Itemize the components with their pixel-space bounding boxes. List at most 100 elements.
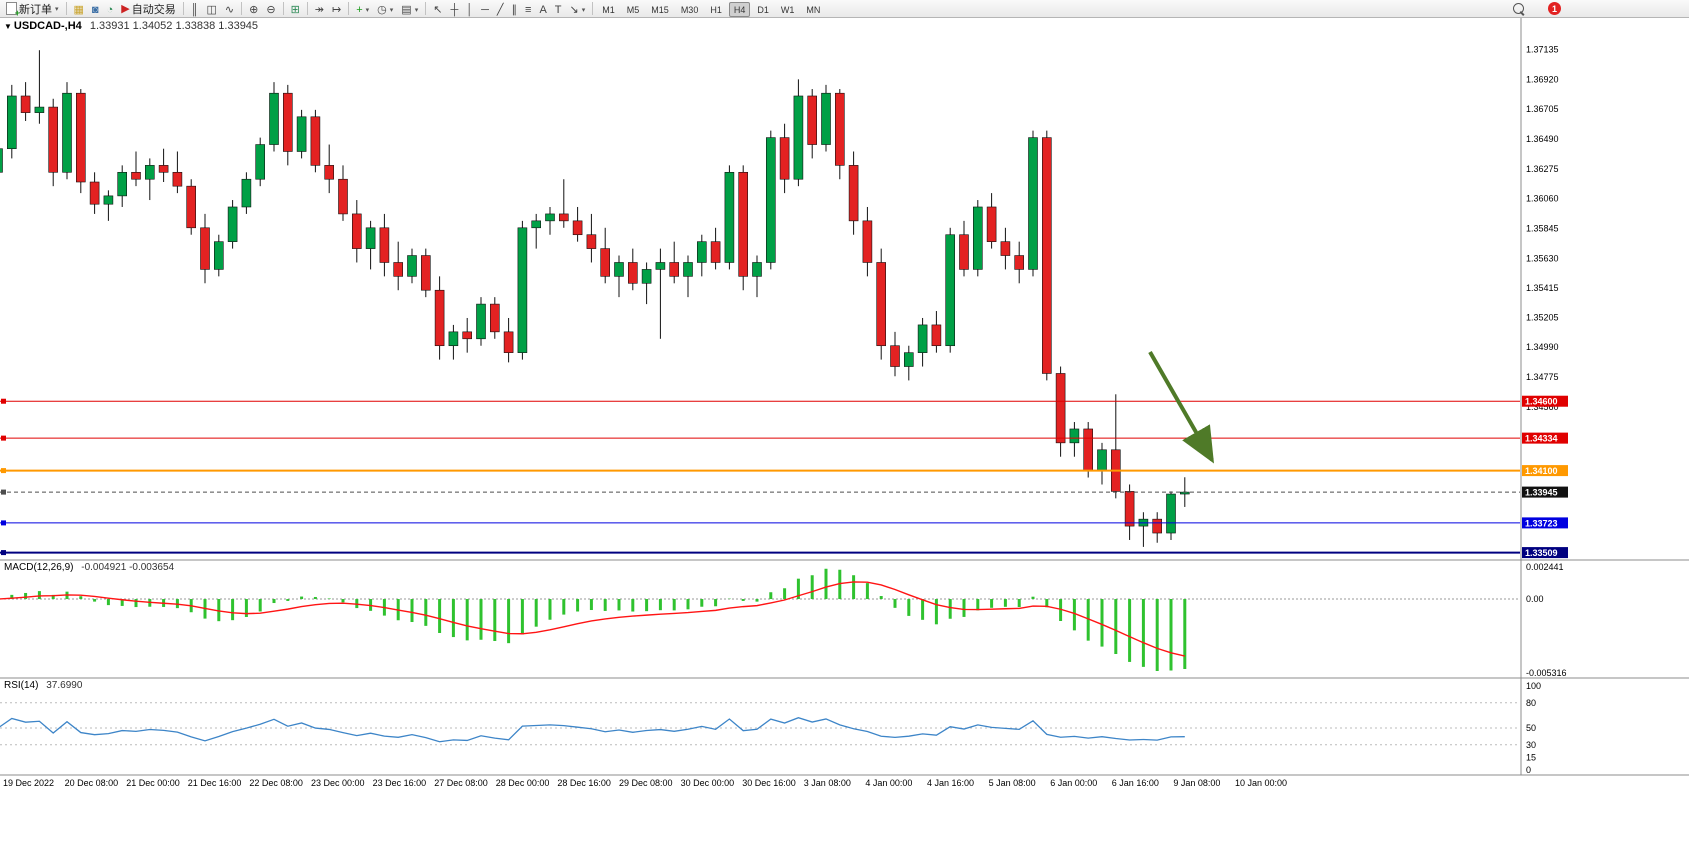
toolbar-separator	[592, 2, 594, 15]
timeframe-button-mn[interactable]: MN	[801, 2, 825, 17]
toolbar-separator	[425, 2, 427, 15]
toolbar-separator	[65, 2, 67, 15]
zoom-in-button[interactable]: ⊕	[245, 2, 262, 18]
tile-windows-button[interactable]: ⊞	[287, 2, 304, 18]
dropdown-caret-icon: ▾	[365, 6, 370, 14]
candlestick-chart-button[interactable]: ◫	[203, 2, 221, 18]
macd-panel[interactable]	[0, 560, 1520, 677]
fibonacci-button[interactable]: ≡	[521, 2, 535, 18]
auto-scroll-button[interactable]: ↠	[311, 2, 328, 18]
timeframe-button-d1[interactable]: D1	[752, 2, 774, 17]
dropdown-caret-icon: ▾	[55, 5, 59, 13]
macd-name: MACD(12,26,9)	[4, 562, 74, 573]
line-chart-icon: ∿	[224, 3, 235, 16]
bar-chart-button[interactable]: ║	[187, 2, 203, 18]
periods-button[interactable]: ◷ ▾	[373, 2, 397, 18]
toolbar-separator	[348, 2, 350, 15]
ohlc-values: 1.33931 1.34052 1.33838 1.33945	[89, 20, 259, 32]
market-watch-button[interactable]: ▦	[70, 2, 88, 18]
rsi-panel[interactable]	[0, 678, 1520, 774]
autotrading-button[interactable]: ▶ 自动交易	[117, 1, 179, 17]
navigator-icon: ◙	[91, 3, 99, 16]
macd-header: MACD(12,26,9) -0.004921 -0.003654	[4, 562, 174, 573]
line-chart-button[interactable]: ∿	[221, 2, 238, 18]
arrows-button[interactable]: ↘ ▾	[566, 2, 590, 18]
toolbar-separator	[241, 2, 243, 15]
templates-button[interactable]: ▤ ▾	[397, 2, 422, 18]
auto-scroll-icon: ↠	[314, 3, 324, 16]
toolbar-right-group: 1	[1513, 2, 1561, 15]
dropdown-caret-icon: ▾	[581, 6, 586, 14]
timeframe-button-h4[interactable]: H4	[728, 1, 751, 17]
horizontal-line-icon: ─	[481, 3, 489, 16]
trendline-icon: ╱	[496, 3, 504, 16]
text-icon: A	[539, 3, 547, 16]
vertical-line-button[interactable]: │	[462, 2, 477, 18]
fibonacci-icon: ≡	[525, 3, 532, 16]
timeframe-button-m15[interactable]: M15	[646, 2, 674, 17]
macd-values: -0.004921 -0.003654	[81, 562, 175, 573]
toolbar-separator	[182, 2, 184, 15]
dropdown-caret-icon: ▾	[389, 6, 394, 14]
cursor-icon: ↖	[433, 3, 443, 16]
rsi-name: RSI(14)	[4, 680, 39, 691]
timeframe-group: M1 M5 M15 M30 H1 H4 D1 W1 MN	[596, 0, 826, 18]
zoom-toolbar-group: ⊕ ⊖	[245, 0, 279, 18]
dropdown-caret-icon: ▾	[414, 6, 419, 14]
notification-badge[interactable]: 1	[1548, 2, 1561, 15]
timeframe-button-h1[interactable]: H1	[705, 2, 727, 17]
new-order-button[interactable]: 新订单 ▾	[2, 1, 63, 18]
rsi-header: RSI(14) 37.6990	[4, 680, 82, 691]
terminal-icon: ◔	[106, 3, 114, 16]
layout-toolbar-group: ⊞	[287, 0, 304, 18]
chart-type-toolbar-group: ║ ◫ ∿	[187, 0, 238, 18]
timeframe-button-m1[interactable]: M1	[597, 2, 620, 17]
time-axis[interactable]	[0, 775, 1689, 797]
market-watch-icon: ▦	[73, 3, 84, 16]
new-order-label: 新订单	[19, 3, 52, 16]
timeframe-button-m5[interactable]: M5	[622, 2, 645, 17]
autotrading-icon: ▶	[121, 2, 130, 15]
zoom-out-icon: ⊖	[266, 3, 276, 16]
autotrading-label: 自动交易	[131, 3, 176, 16]
indicators-button[interactable]: + ▾	[352, 2, 373, 18]
terminal-button[interactable]: ◔	[103, 2, 118, 18]
candlestick-chart-icon: ◫	[206, 3, 217, 16]
timeframe-button-w1[interactable]: W1	[776, 2, 800, 17]
text-label-icon: T	[554, 3, 562, 16]
arrows-icon: ↘	[569, 3, 579, 16]
toolbar-separator	[282, 2, 284, 15]
text-label-button[interactable]: T	[551, 2, 566, 18]
vertical-line-icon: │	[466, 3, 474, 16]
indicators-icon: +	[356, 3, 363, 16]
horizontal-line-button[interactable]: ─	[477, 2, 493, 18]
price-axis[interactable]	[1521, 18, 1689, 775]
line-studies-toolbar-group: ↖ ┼ │ ─ ╱ ∥ ≡ A T ↘ ▾	[429, 0, 589, 18]
chart-plot-area[interactable]	[0, 18, 1520, 558]
symbol-dropdown-icon[interactable]: ▼	[4, 22, 12, 31]
crosshair-button[interactable]: ┼	[446, 2, 462, 18]
periods-icon: ◷	[377, 3, 387, 16]
chart-title: ▼ USDCAD-,H4 1.33931 1.34052 1.33838 1.33…	[4, 20, 258, 32]
timeframe-button-m30[interactable]: M30	[676, 2, 704, 17]
new-order-icon	[6, 2, 20, 18]
cursor-button[interactable]: ↖	[429, 2, 446, 18]
chart-shift-button[interactable]: ↦	[328, 2, 345, 18]
main-toolbar: 新订单 ▾ ▦◙◔ ▶ 自动交易 ║◫∿ ⊕⊖ ⊞ ↠↦ +▾◷▾▤▾ ↖┼│─…	[0, 0, 1689, 18]
tile-windows-icon: ⊞	[290, 3, 300, 16]
symbol-timeframe-label: USDCAD-,H4	[13, 20, 82, 32]
toolbar-separator	[306, 2, 308, 15]
navigator-button[interactable]: ◙	[88, 2, 103, 18]
crosshair-icon: ┼	[450, 3, 459, 16]
bar-chart-icon: ║	[190, 3, 199, 16]
trendline-button[interactable]: ╱	[493, 2, 508, 18]
chart-shift-icon: ↦	[332, 3, 342, 16]
zoom-out-button[interactable]: ⊖	[262, 2, 279, 18]
search-icon[interactable]	[1513, 3, 1524, 14]
channel-icon: ∥	[511, 3, 518, 16]
channel-button[interactable]: ∥	[508, 2, 522, 18]
zoom-in-icon: ⊕	[249, 3, 259, 16]
standard-toolbar-group: ▦ ◙ ◔	[70, 0, 118, 18]
text-button[interactable]: A	[535, 2, 550, 18]
templates-icon: ▤	[401, 3, 412, 16]
